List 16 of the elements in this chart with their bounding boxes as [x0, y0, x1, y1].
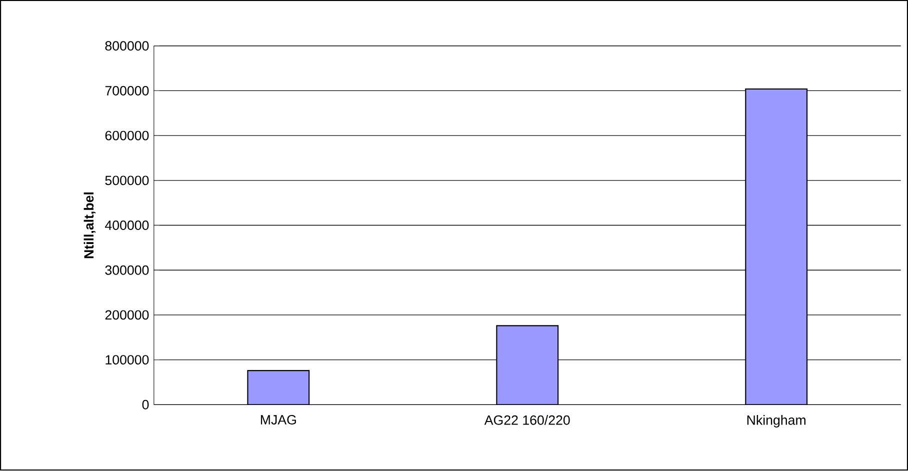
bar: [745, 88, 808, 405]
y-tick-label: 500000: [105, 176, 149, 186]
y-tick-label: 800000: [105, 41, 149, 51]
y-tick-label: 700000: [105, 86, 149, 96]
y-tick-label: 200000: [105, 310, 149, 320]
y-tick-label: 400000: [105, 220, 149, 230]
y-tick-label: 100000: [106, 355, 149, 365]
y-tick-label: 0: [142, 400, 149, 410]
x-tick-label: AG22 160/220: [484, 415, 570, 426]
y-tick-label: 300000: [105, 266, 149, 276]
x-tick-label: MJAG: [260, 415, 296, 425]
bar: [247, 370, 310, 405]
y-axis-title: Ntill,alt,bel: [84, 192, 96, 258]
x-tick-label: Nkingham: [747, 415, 806, 428]
bar: [496, 325, 559, 405]
y-tick-label: 600000: [105, 131, 149, 141]
